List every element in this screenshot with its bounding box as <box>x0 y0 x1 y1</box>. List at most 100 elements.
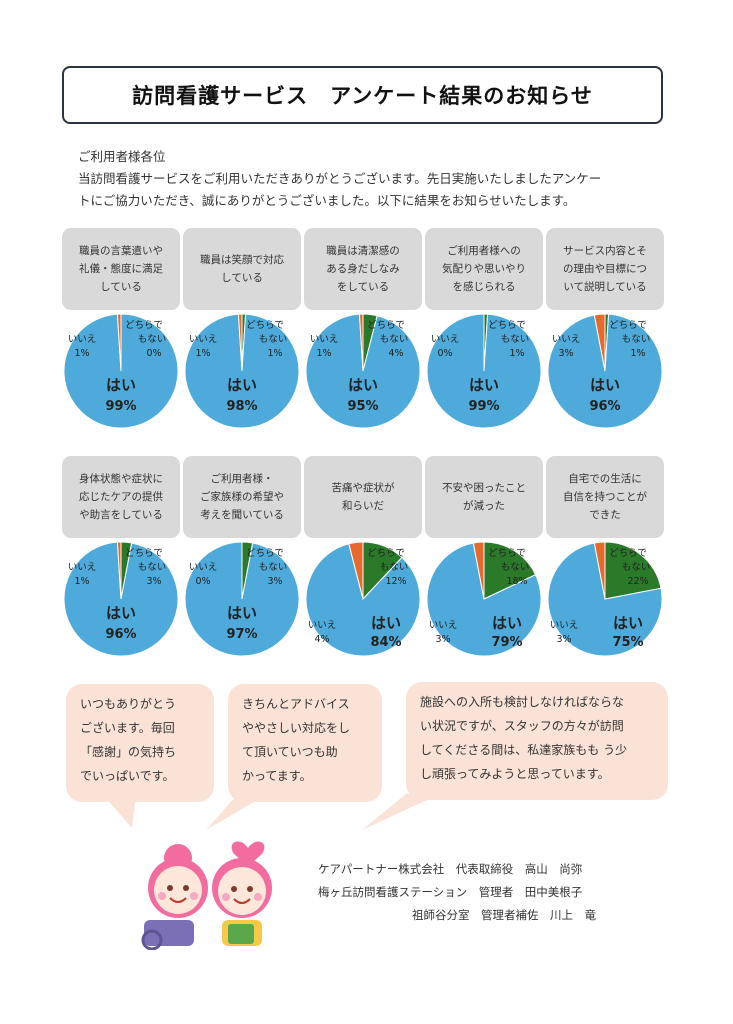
pie-chart: どちらで もない 18% いいえ 3% はい 79% <box>425 540 543 658</box>
pie-slice-no <box>237 313 243 372</box>
question-label: ご利用者様への 気配りや思いやり を感じられる <box>425 228 543 310</box>
yes-label: はい <box>492 614 522 632</box>
pie-chart: どちらで もない 0% いいえ 1% はい 99% <box>62 312 180 430</box>
question-line: 苦痛や症状が <box>331 482 395 494</box>
pie-slice-yes <box>184 541 300 657</box>
footer-line-2: 梅ヶ丘訪問看護ステーション 管理者 田中美根子 <box>318 885 583 899</box>
yes-label: はい <box>227 376 257 394</box>
neither-value: 0% <box>146 348 161 359</box>
bubble-tail-1 <box>104 796 136 828</box>
pie-slice-yes <box>547 542 663 657</box>
question-line: サービス内容とそ <box>563 245 647 257</box>
question-line: している <box>221 272 263 284</box>
comment-line: し頑張ってみようと思っています。 <box>420 767 610 781</box>
neither-value: 1% <box>630 348 645 359</box>
neither-label: もない <box>138 562 167 573</box>
question-label: 不安や困ったこと が減った <box>425 456 543 538</box>
no-value: 4% <box>314 634 329 645</box>
yes-label: はい <box>227 604 257 622</box>
neither-label: どちらで <box>609 548 647 559</box>
yes-value: 99% <box>468 399 499 414</box>
neither-label: もない <box>501 562 530 573</box>
comment-line: してくださる間は、私達家族もも う少 <box>420 743 628 757</box>
question-line: 身体状態や症状に <box>79 473 163 485</box>
page-title: 訪問看護サービス アンケート結果のお知らせ <box>132 84 593 108</box>
question-label: サービス内容とそ の理由や目標につ いて説明している <box>546 228 664 310</box>
no-label: いいえ <box>68 562 97 573</box>
neither-label: どちらで <box>609 320 647 331</box>
pie-slice-yes <box>305 313 421 429</box>
question-label: 職員は笑顔で対応 している <box>183 228 301 310</box>
question-label: 身体状態や症状に 応じたケアの提供 や助言をしている <box>62 456 180 538</box>
pie-chart: どちらで もない 1% いいえ 0% はい 99% <box>425 312 543 430</box>
survey-card: 苦痛や症状が 和らいだ どちらで もない 12% いいえ 4% はい 84% <box>304 456 422 657</box>
pie-chart: どちらで もない 3% いいえ 0% はい 97% <box>183 540 301 658</box>
intro-line-1: 当訪問看護サービスをご利用いただきありがとうございます。先日実施いたしましたアン… <box>78 171 602 186</box>
yes-label: はい <box>469 376 499 394</box>
footer-line-1: ケアパートナー株式会社 代表取締役 高山 尚弥 <box>318 862 583 876</box>
no-value: 1% <box>195 348 210 359</box>
question-line: 自宅での生活に <box>568 473 642 485</box>
no-label: いいえ <box>308 620 337 631</box>
comment-line: ややさしい対応をし <box>242 721 351 735</box>
survey-card: ご利用者様への 気配りや思いやり を感じられる どちらで もない 1% いいえ 0% はい 99% <box>425 228 543 429</box>
neither-value: 4% <box>388 348 403 359</box>
survey-card: 不安や困ったこと が減った どちらで もない 18% いいえ 3% はい 79% <box>425 456 543 657</box>
no-label: いいえ <box>189 334 218 345</box>
yes-label: はい <box>106 376 136 394</box>
yes-value: 96% <box>105 627 136 642</box>
pie-slice-no <box>116 541 122 600</box>
yes-value: 97% <box>226 627 257 642</box>
no-label: いいえ <box>310 334 339 345</box>
comment-line: でいっぱいです。 <box>80 769 175 783</box>
question-line: 気配りや思いやり <box>442 263 526 275</box>
comment-line: て頂いていつも助 <box>242 745 338 759</box>
yes-label: はい <box>613 614 643 632</box>
neither-label: もない <box>259 334 288 345</box>
question-line: 職員の言葉遣いや <box>79 245 163 257</box>
survey-card: 職員は清潔感の ある身だしなみ をしている どちらで もない 4% いいえ 1% はい 95% <box>304 228 422 429</box>
comment-bubble-2: きちんとアドバイス ややさしい対応をし て頂いていつも助 かってます。 <box>228 684 382 802</box>
pie-slice-yes <box>426 542 542 657</box>
no-value: 3% <box>558 348 573 359</box>
question-line: 自信を持つことが <box>563 491 647 503</box>
pie-slice-yes <box>426 313 542 429</box>
bubble-tail-3 <box>362 794 440 830</box>
no-label: いいえ <box>68 334 97 345</box>
question-line: 職員は笑顔で対応 <box>200 254 284 266</box>
comment-bubble-3: 施設への入所も検討しなければならな い状況ですが、スタッフの方々が訪問 してくだ… <box>406 682 668 800</box>
no-value: 1% <box>74 348 89 359</box>
question-label: 職員は清潔感の ある身だしなみ をしている <box>304 228 422 310</box>
question-line: が減った <box>463 500 505 512</box>
neither-label: どちらで <box>488 320 526 331</box>
neither-label: どちらで <box>367 548 405 559</box>
question-line: ご利用者様への <box>447 245 521 257</box>
yes-value: 98% <box>226 399 257 414</box>
no-label: いいえ <box>429 620 458 631</box>
neither-value: 3% <box>146 576 161 587</box>
neither-label: もない <box>622 562 651 573</box>
comment-line: い状況ですが、スタッフの方々が訪問 <box>420 719 624 733</box>
no-value: 1% <box>316 348 331 359</box>
survey-card: ご利用者様・ ご家族様の希望や 考えを聞いている どちらで もない 3% いいえ 0% はい 97… <box>183 456 301 657</box>
question-line: ある身だしなみ <box>326 263 400 275</box>
question-line: ご家族様の希望や <box>200 491 284 503</box>
pie-slice-yes <box>184 313 300 429</box>
yes-value: 95% <box>347 399 378 414</box>
survey-card: 身体状態や症状に 応じたケアの提供 や助言をしている どちらで もない 3% いいえ 1% はい… <box>62 456 180 657</box>
bubble-tail-2 <box>206 796 264 830</box>
question-line: 考えを聞いている <box>200 509 284 521</box>
pie-slice-no <box>593 541 606 600</box>
no-label: いいえ <box>552 334 581 345</box>
intro-text: ご利用者様各位 当訪問看護サービスをご利用いただきありがとうございます。先日実施… <box>78 146 658 212</box>
footer-signature: ケアパートナー株式会社 代表取締役 高山 尚弥 梅ヶ丘訪問看護ステーション 管理… <box>318 858 638 927</box>
pie-slice-yes <box>305 543 421 657</box>
pie-slice-yes <box>547 313 663 429</box>
neither-value: 3% <box>267 576 282 587</box>
